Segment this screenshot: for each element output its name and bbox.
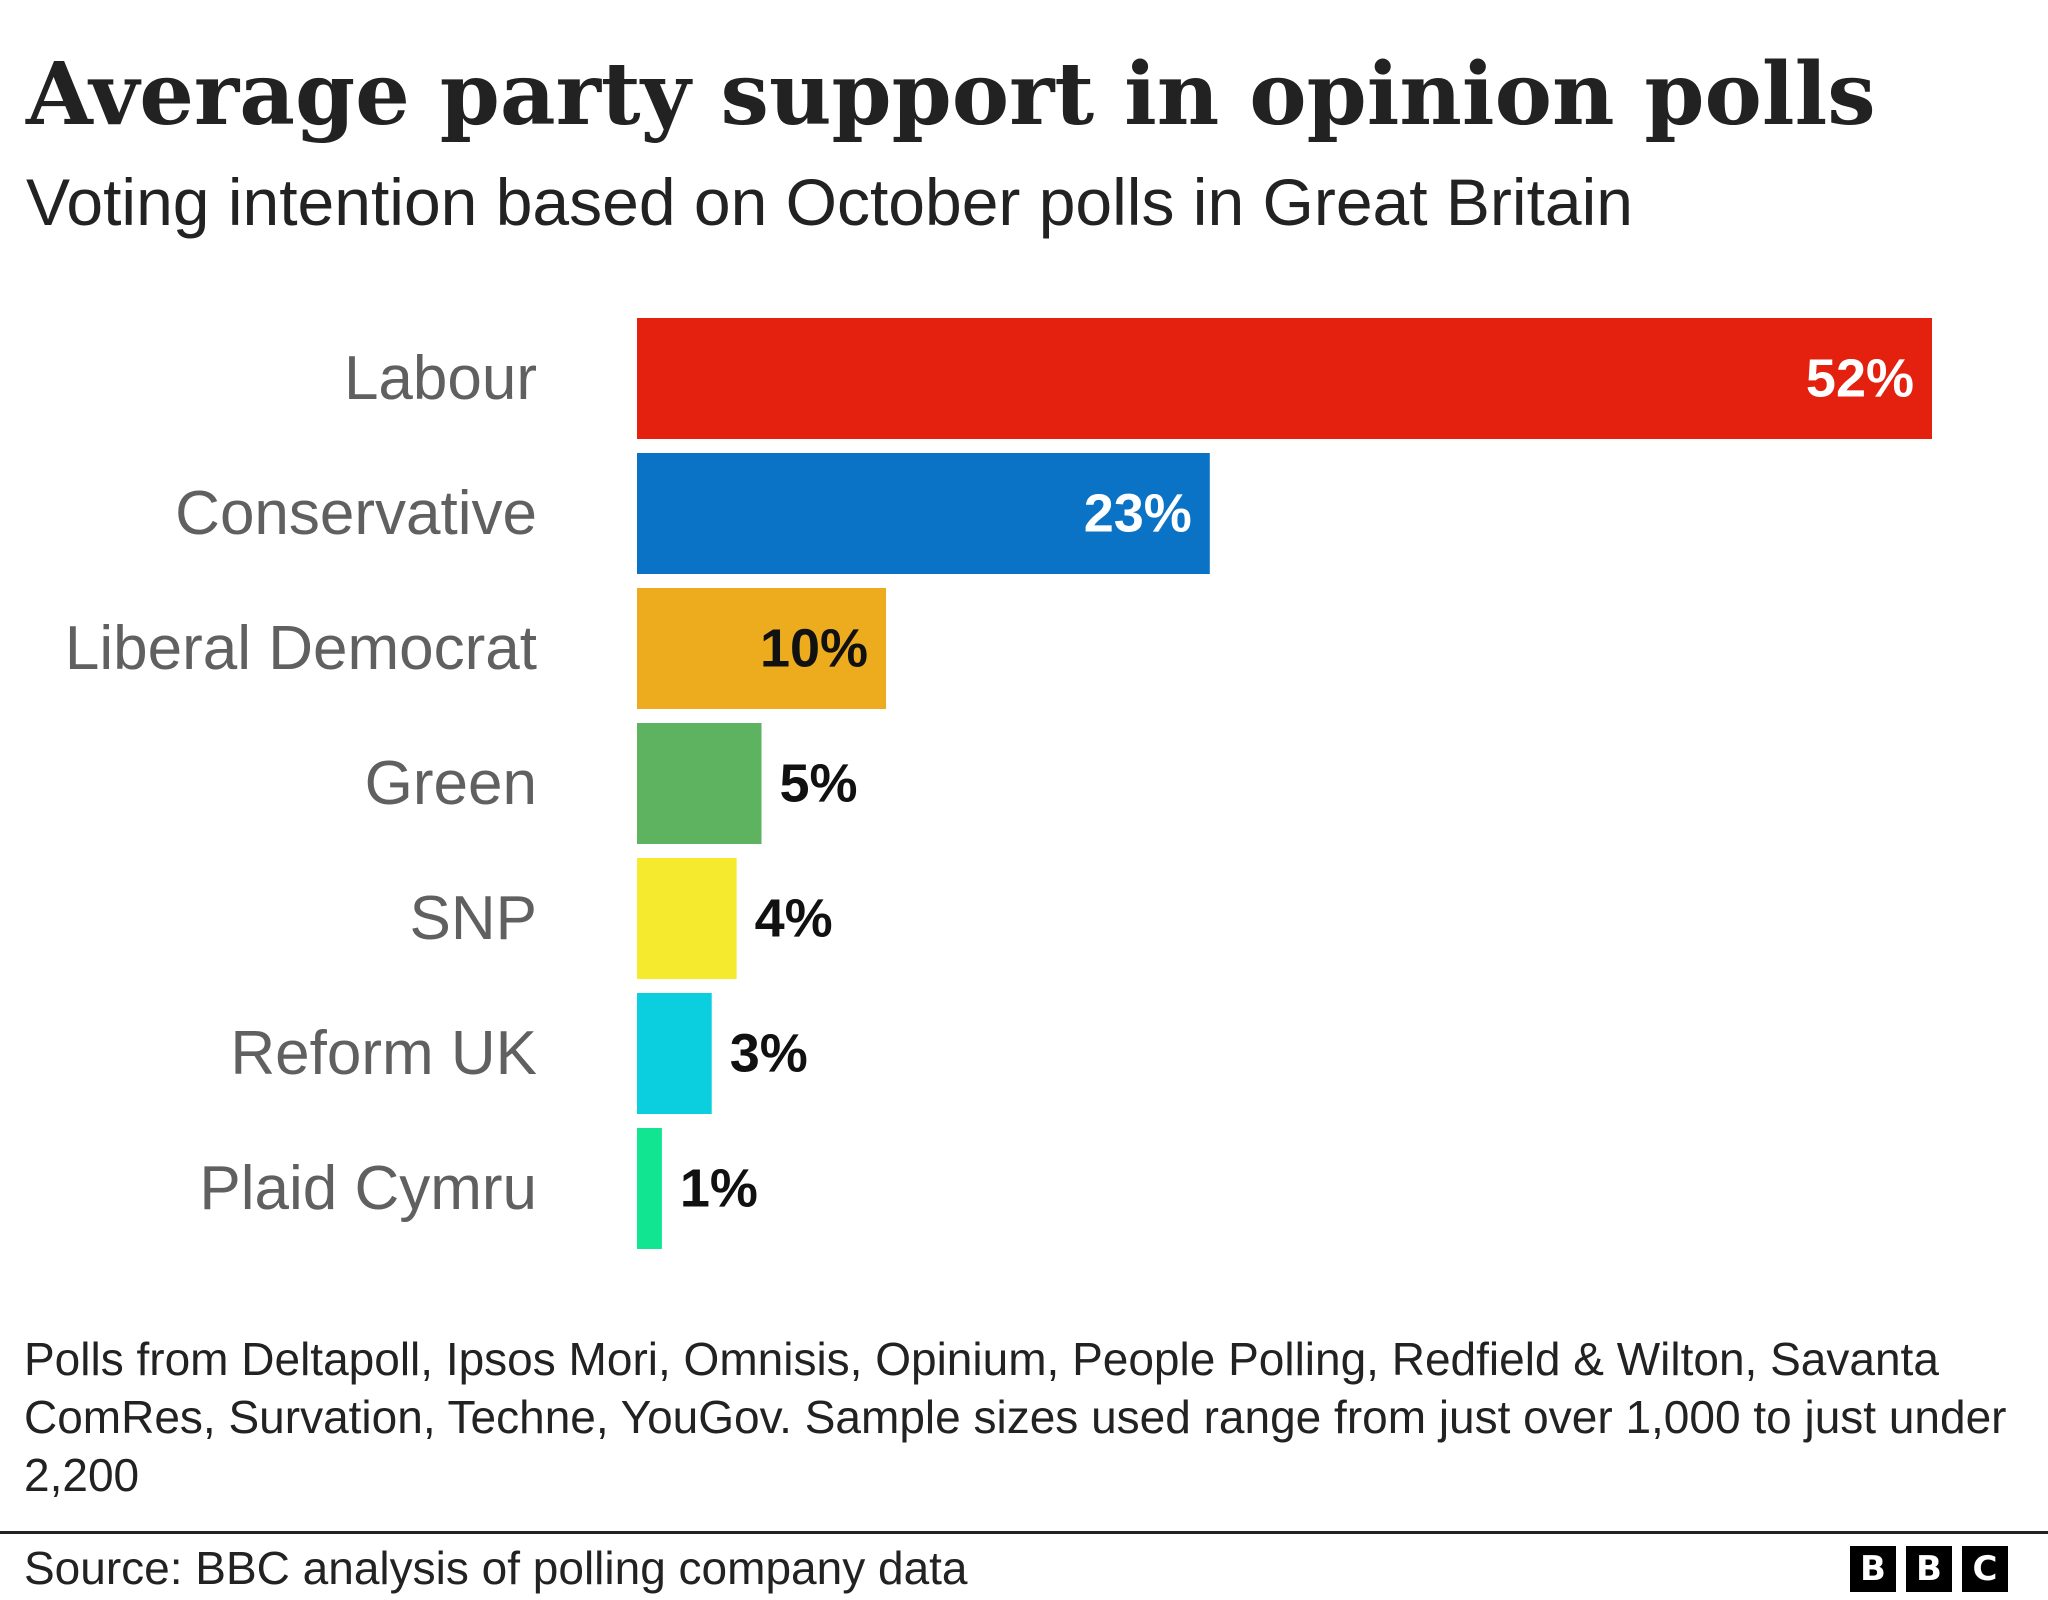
bar-snp xyxy=(637,858,737,979)
bbc-logo: B B C xyxy=(1850,1546,2008,1592)
value-label-labour: 52% xyxy=(1806,349,1914,409)
category-label-snp: SNP xyxy=(410,884,537,953)
logo-letter: C xyxy=(1962,1546,2008,1592)
category-label-liberal-democrat: Liberal Democrat xyxy=(65,614,537,683)
logo-letter: B xyxy=(1850,1546,1896,1592)
value-label-plaid-cymru: 1% xyxy=(680,1159,758,1219)
value-label-green: 5% xyxy=(780,754,858,814)
source-note: Source: BBC analysis of polling company … xyxy=(24,1542,968,1594)
bar-reform-uk xyxy=(637,993,712,1114)
bar-plaid-cymru xyxy=(637,1128,662,1249)
chart-subtitle: Voting intention based on October polls … xyxy=(26,165,1633,239)
chart-title: Average party support in opinion polls xyxy=(26,44,1876,145)
category-label-reform-uk: Reform UK xyxy=(230,1019,537,1088)
category-label-labour: Labour xyxy=(344,344,537,413)
bar-labour xyxy=(637,318,1932,439)
category-label-conservative: Conservative xyxy=(175,479,537,548)
footer-divider xyxy=(0,1531,2048,1534)
value-label-liberal-democrat: 10% xyxy=(760,619,868,679)
logo-letter: B xyxy=(1906,1546,1952,1592)
value-label-reform-uk: 3% xyxy=(730,1024,808,1084)
value-label-conservative: 23% xyxy=(1084,484,1192,544)
category-label-plaid-cymru: Plaid Cymru xyxy=(199,1154,537,1223)
value-label-snp: 4% xyxy=(755,889,833,949)
bar-green xyxy=(637,723,762,844)
bar-liberal-democrat xyxy=(637,588,887,709)
category-label-green: Green xyxy=(365,749,537,818)
footnote: Polls from Deltapoll, Ipsos Mori, Omnisi… xyxy=(24,1333,2007,1501)
bar-conservative xyxy=(637,453,1210,574)
